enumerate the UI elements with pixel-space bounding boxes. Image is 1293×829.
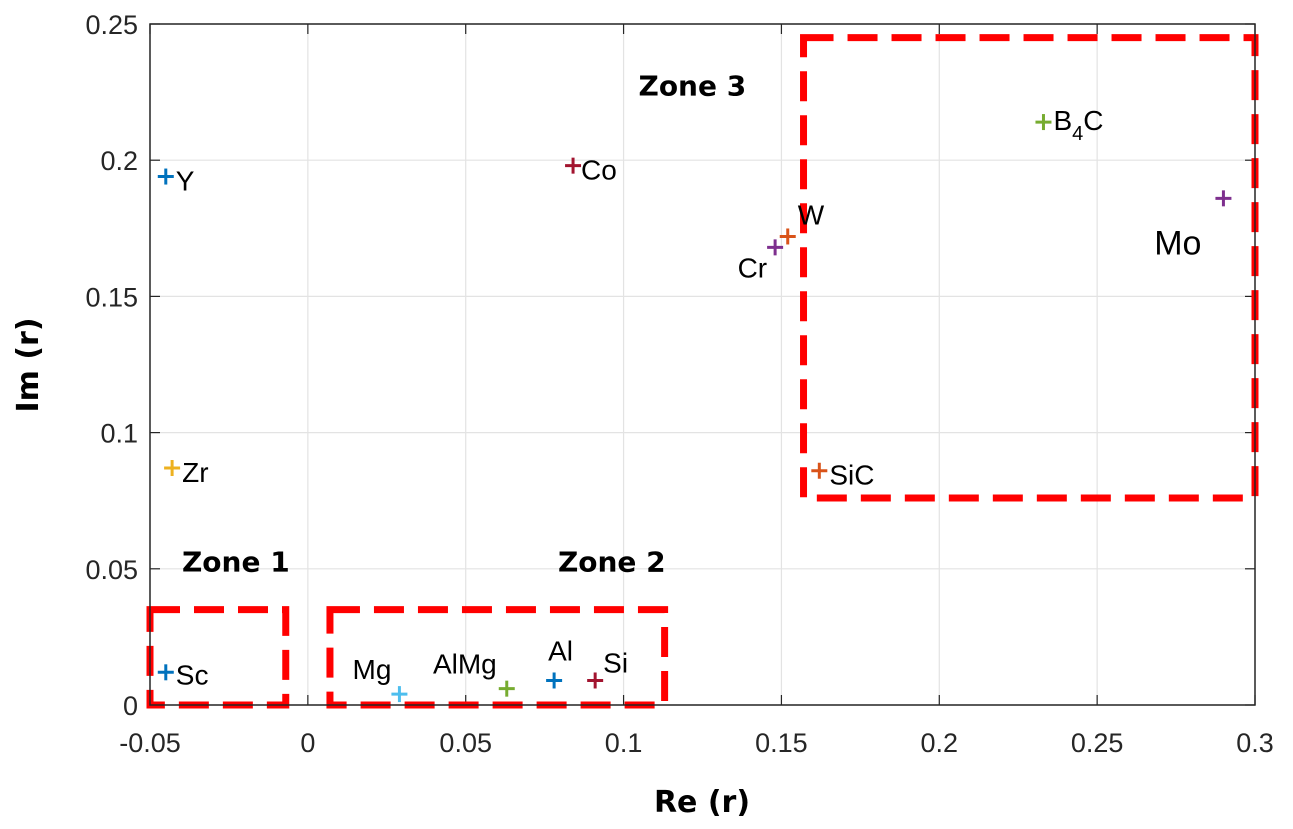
- data-point-y: Y: [157, 166, 195, 197]
- data-point-si: Si: [587, 647, 628, 689]
- y-tick-label: 0.05: [85, 555, 138, 585]
- x-tick-label: 0.1: [605, 728, 643, 758]
- point-label: Si: [603, 647, 628, 678]
- data-point-almg: AlMg: [433, 649, 515, 697]
- point-label: Y: [176, 166, 195, 197]
- y-tick-label: 0.15: [85, 282, 138, 312]
- point-label: Sc: [176, 659, 209, 690]
- x-axis-title: Re (r): [654, 785, 750, 820]
- point-label: B4C: [1053, 105, 1103, 145]
- data-point-cr: Cr: [738, 239, 784, 283]
- data-point-sic: SiC: [811, 460, 874, 491]
- point-label: Zr: [182, 457, 208, 488]
- y-tick-label: 0: [123, 691, 138, 721]
- zone-1-label: Zone 1: [182, 546, 290, 579]
- x-tick-label: 0.15: [755, 728, 808, 758]
- point-label: Co: [581, 155, 617, 186]
- x-tick-label: -0.05: [119, 728, 181, 758]
- y-axis-title: Im (r): [11, 317, 46, 412]
- point-label: Mo: [1154, 224, 1201, 262]
- data-point-al: Al: [546, 635, 573, 689]
- data-point-b4c: B4C: [1035, 105, 1104, 145]
- tick-layer: -0.05 0 0.05 0.1 0.15 0.2 0.25 0.3 0 0.05 0.1 0.15 0…: [85, 10, 1273, 758]
- data-point-co: Co: [565, 155, 617, 186]
- x-tick-label: 0.25: [1071, 728, 1124, 758]
- point-label: Mg: [353, 654, 392, 685]
- y-tick-label: 0.25: [85, 10, 138, 40]
- x-tick-label: 0: [300, 728, 315, 758]
- point-label: AlMg: [433, 649, 497, 680]
- plot-area: [150, 24, 1255, 705]
- data-point-zr: Zr: [164, 457, 209, 488]
- y-tick-label: 0.1: [100, 419, 138, 449]
- x-tick-label: 0.05: [439, 728, 492, 758]
- data-point-sc: Sc: [157, 659, 209, 690]
- x-tick-label: 0.2: [921, 728, 959, 758]
- point-label: Al: [548, 635, 573, 666]
- point-label: Cr: [738, 252, 768, 283]
- zone-2-label: Zone 2: [558, 546, 666, 579]
- data-point-mo: Mo: [1154, 190, 1232, 262]
- zone-3-label: Zone 3: [639, 70, 747, 103]
- x-tick-label: 0.3: [1236, 728, 1274, 758]
- y-tick-label: 0.2: [100, 146, 138, 176]
- point-label: SiC: [829, 460, 874, 491]
- data-point-mg: Mg: [353, 654, 408, 703]
- point-label: W: [798, 199, 825, 230]
- data-point-w: W: [779, 199, 825, 245]
- plot-frame: [149, 23, 1256, 706]
- point-layer: Y Co W Cr B4C Mo Zr SiC Sc Mg AlMg Al Si: [157, 105, 1232, 703]
